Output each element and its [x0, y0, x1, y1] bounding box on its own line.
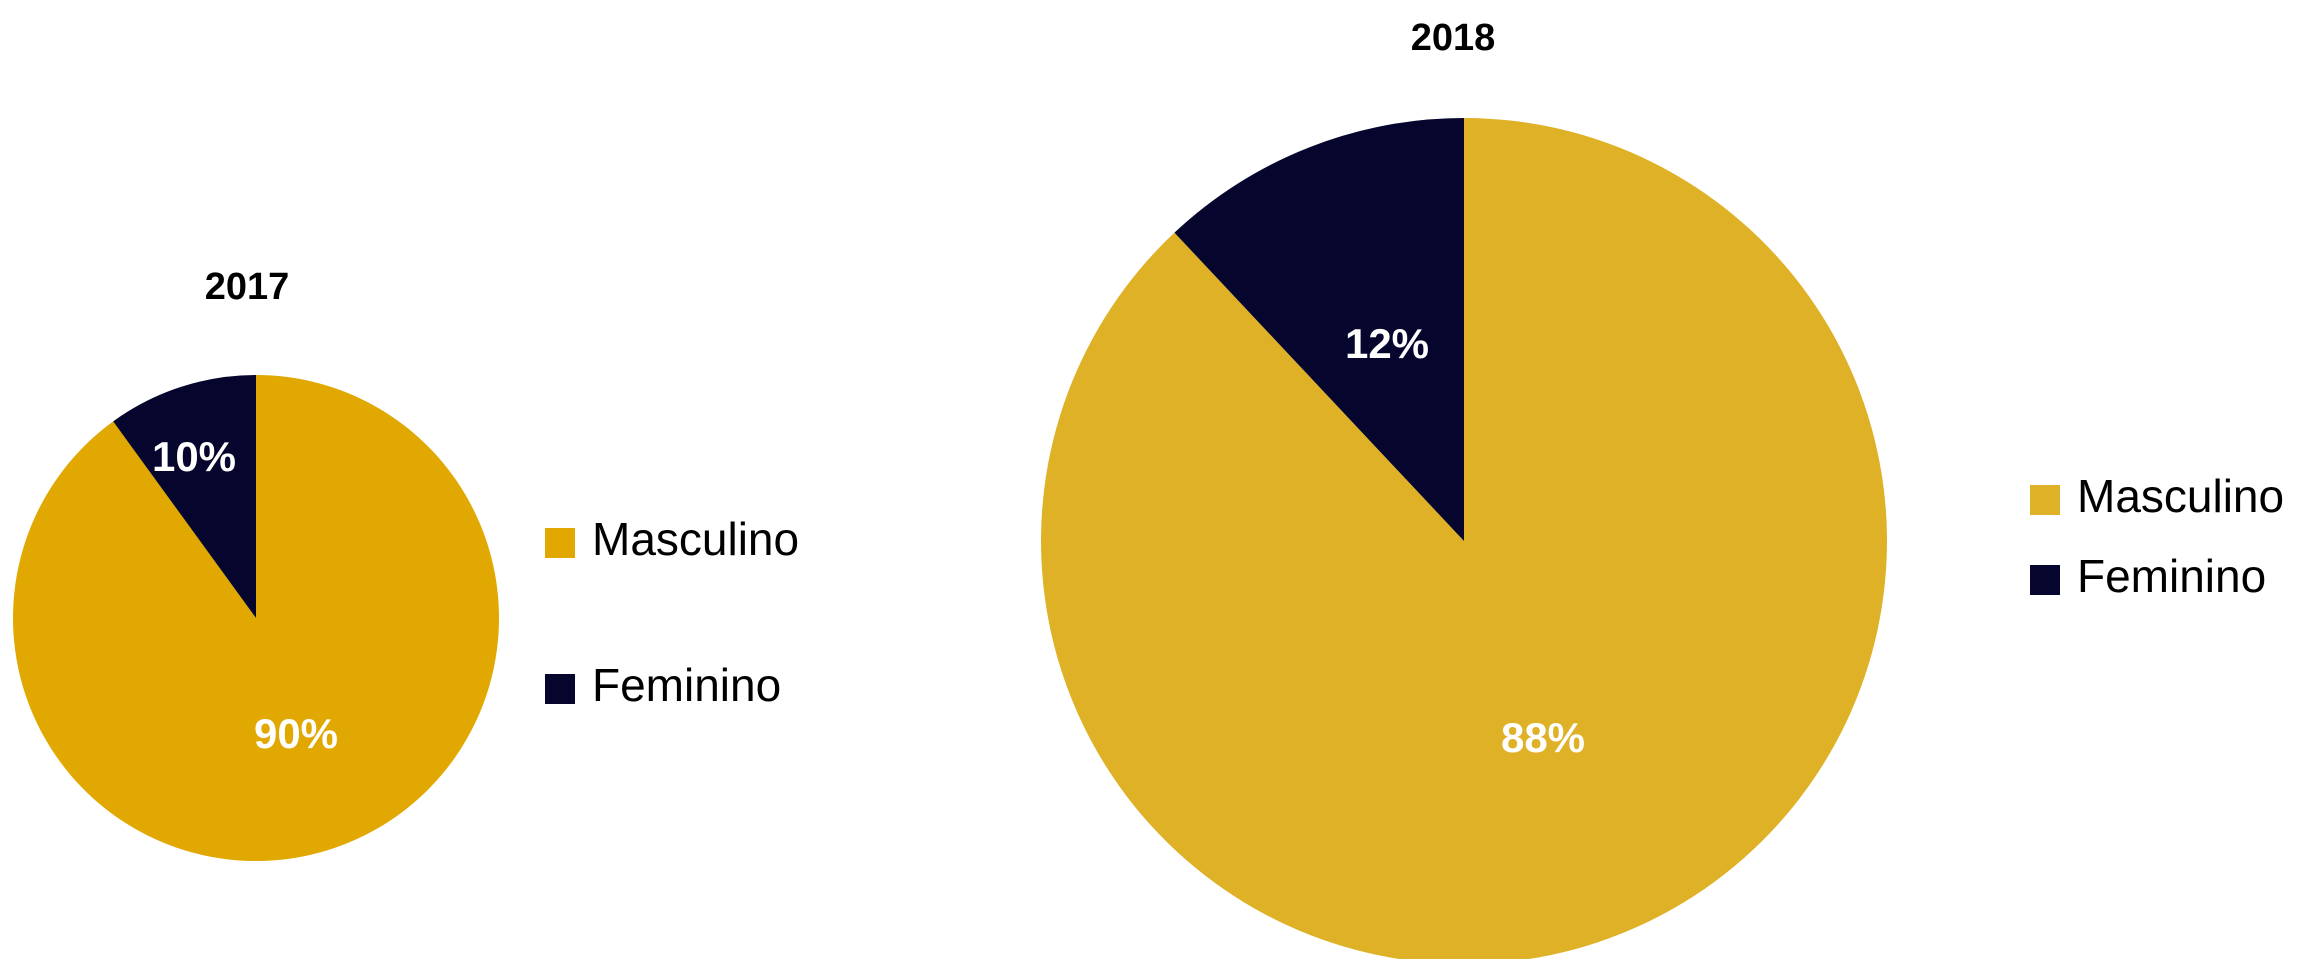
pie-slice-feminino — [1174, 118, 1464, 541]
legend-label-feminino: Feminino — [592, 659, 781, 711]
legend-label-feminino: Feminino — [2077, 550, 2266, 602]
chart-title: 2017 — [205, 266, 290, 308]
legend-label-masculino: Masculino — [2077, 470, 2284, 522]
data-label-feminino: 12% — [1345, 320, 1429, 367]
data-label-feminino: 10% — [152, 433, 236, 480]
chart-title: 2018 — [1411, 17, 1496, 59]
pie-slice-feminino — [113, 375, 256, 618]
legend-swatch-masculino — [2030, 485, 2060, 515]
legend-swatch-feminino — [2030, 565, 2060, 595]
pie-slice-masculino — [1041, 118, 1888, 959]
data-label-masculino: 90% — [254, 710, 338, 757]
legend-swatch-masculino — [545, 528, 575, 558]
legend-label-masculino: Masculino — [592, 513, 799, 565]
pie-slice-masculino — [13, 375, 500, 861]
pie-chart-2018: 2018 88% 12% Masculino Feminino — [1041, 17, 2284, 959]
data-label-masculino: 88% — [1501, 714, 1585, 761]
pie-chart-2017: 2017 90% 10% Masculino Feminino — [13, 266, 799, 861]
legend-swatch-feminino — [545, 674, 575, 704]
